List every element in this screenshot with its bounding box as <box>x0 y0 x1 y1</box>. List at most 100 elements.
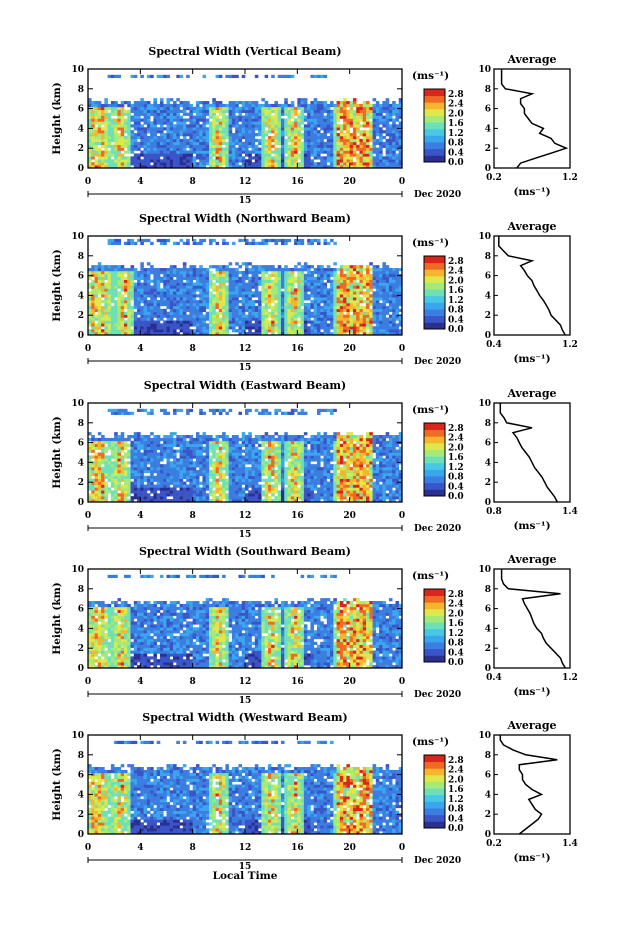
heatmap-cell <box>127 452 131 456</box>
heatmap-cell <box>385 159 390 163</box>
heatmap-cell <box>254 288 259 292</box>
heatmap-cell <box>382 144 386 148</box>
heatmap-cell <box>238 153 243 157</box>
heatmap-cell <box>258 150 262 154</box>
heatmap-cell <box>222 282 226 286</box>
heatmap-cell <box>248 329 252 333</box>
heatmap-cell <box>120 156 125 160</box>
heatmap-cell <box>130 446 135 450</box>
heatmap-cell <box>97 262 102 266</box>
heatmap-cell <box>251 162 256 166</box>
heatmap-cell <box>248 314 252 318</box>
heatmap-cell <box>369 317 373 321</box>
heatmap-cell <box>215 165 220 169</box>
heatmap-cell <box>117 282 122 286</box>
heatmap-cell <box>114 150 118 154</box>
heatmap-cell <box>388 276 393 280</box>
heatmap-cell <box>258 147 262 151</box>
heatmap-cell <box>320 101 324 105</box>
heatmap-cell <box>287 133 292 137</box>
heatmap-cell <box>209 156 213 160</box>
heatmap-cell <box>179 323 184 327</box>
heatmap-cell <box>202 109 207 113</box>
heatmap-cell <box>137 297 141 301</box>
heatmap-cell <box>143 159 148 163</box>
heatmap-cell <box>173 297 177 301</box>
heatmap-cell <box>290 103 295 108</box>
heatmap-cell <box>166 282 171 286</box>
heatmap-cell <box>107 282 112 286</box>
heatmap-cell <box>114 238 118 243</box>
heatmap-cell <box>146 273 151 278</box>
heatmap-cell <box>238 320 243 324</box>
heatmap-cell <box>156 291 161 295</box>
heatmap-cell <box>385 326 390 330</box>
heatmap-cell <box>392 273 396 278</box>
avg-y-tick-label: 10 <box>478 65 491 75</box>
heatmap-cell <box>343 273 347 278</box>
heatmap-cell <box>379 162 383 166</box>
heatmap-cell <box>245 282 249 286</box>
heatmap-cell <box>110 493 115 497</box>
heatmap-cell <box>123 162 128 166</box>
heatmap-cell <box>166 121 171 125</box>
heatmap-cell <box>101 133 105 137</box>
heatmap-cell <box>375 320 380 324</box>
heatmap-cell <box>222 153 226 157</box>
heatmap-cell <box>153 270 157 275</box>
heatmap-cell <box>94 285 99 289</box>
heatmap-cell <box>114 279 118 283</box>
heatmap-cell <box>179 297 184 301</box>
heatmap-cell <box>127 165 131 169</box>
heatmap-cell <box>133 452 138 456</box>
heatmap-cell <box>159 124 164 128</box>
heatmap-cell <box>182 156 187 160</box>
heatmap-cell <box>343 109 347 113</box>
heatmap-cell <box>130 484 135 488</box>
heatmap-cell <box>264 314 269 318</box>
heatmap-cell <box>163 156 167 160</box>
heatmap-cell <box>101 279 105 283</box>
heatmap-cell <box>212 162 216 166</box>
heatmap-cell <box>382 118 386 122</box>
heatmap-cell <box>150 496 154 500</box>
heatmap-cell <box>284 285 288 289</box>
heatmap-cell <box>241 320 246 324</box>
heatmap-cell <box>114 449 118 453</box>
heatmap-cell <box>235 273 239 278</box>
heatmap-cell <box>333 329 337 333</box>
heatmap-cell <box>251 112 256 116</box>
heatmap-cell <box>375 138 380 143</box>
heatmap-cell <box>189 135 193 140</box>
heatmap-cell <box>366 147 370 151</box>
heatmap-cell <box>277 323 282 327</box>
heatmap-cell <box>202 285 207 289</box>
heatmap-cell <box>202 103 207 108</box>
heatmap-cell <box>218 124 223 128</box>
heatmap-cell <box>159 130 164 134</box>
heatmap-cell <box>336 159 341 163</box>
heatmap-cell <box>375 150 380 154</box>
heatmap-cell <box>123 282 128 286</box>
heatmap-cell <box>294 238 298 243</box>
heatmap-cell <box>205 159 210 163</box>
heatmap-cell <box>346 138 350 143</box>
heatmap-cell <box>267 265 272 269</box>
heatmap-cell <box>356 112 360 116</box>
heatmap-cell <box>156 141 161 145</box>
heatmap-cell <box>173 101 177 105</box>
heatmap-cell <box>366 314 370 318</box>
heatmap-cell <box>179 118 184 122</box>
heatmap-cell <box>120 320 125 324</box>
heatmap-cell <box>320 320 324 324</box>
heatmap-cell <box>271 135 275 140</box>
heatmap-cell <box>137 279 141 283</box>
heatmap-cell <box>300 162 305 166</box>
heatmap-cell <box>356 115 360 119</box>
heatmap-cell <box>130 305 135 310</box>
heatmap-cell <box>195 141 200 145</box>
heatmap-cell <box>104 475 108 479</box>
heatmap-cell <box>123 472 128 477</box>
heatmap-cell <box>117 452 122 456</box>
